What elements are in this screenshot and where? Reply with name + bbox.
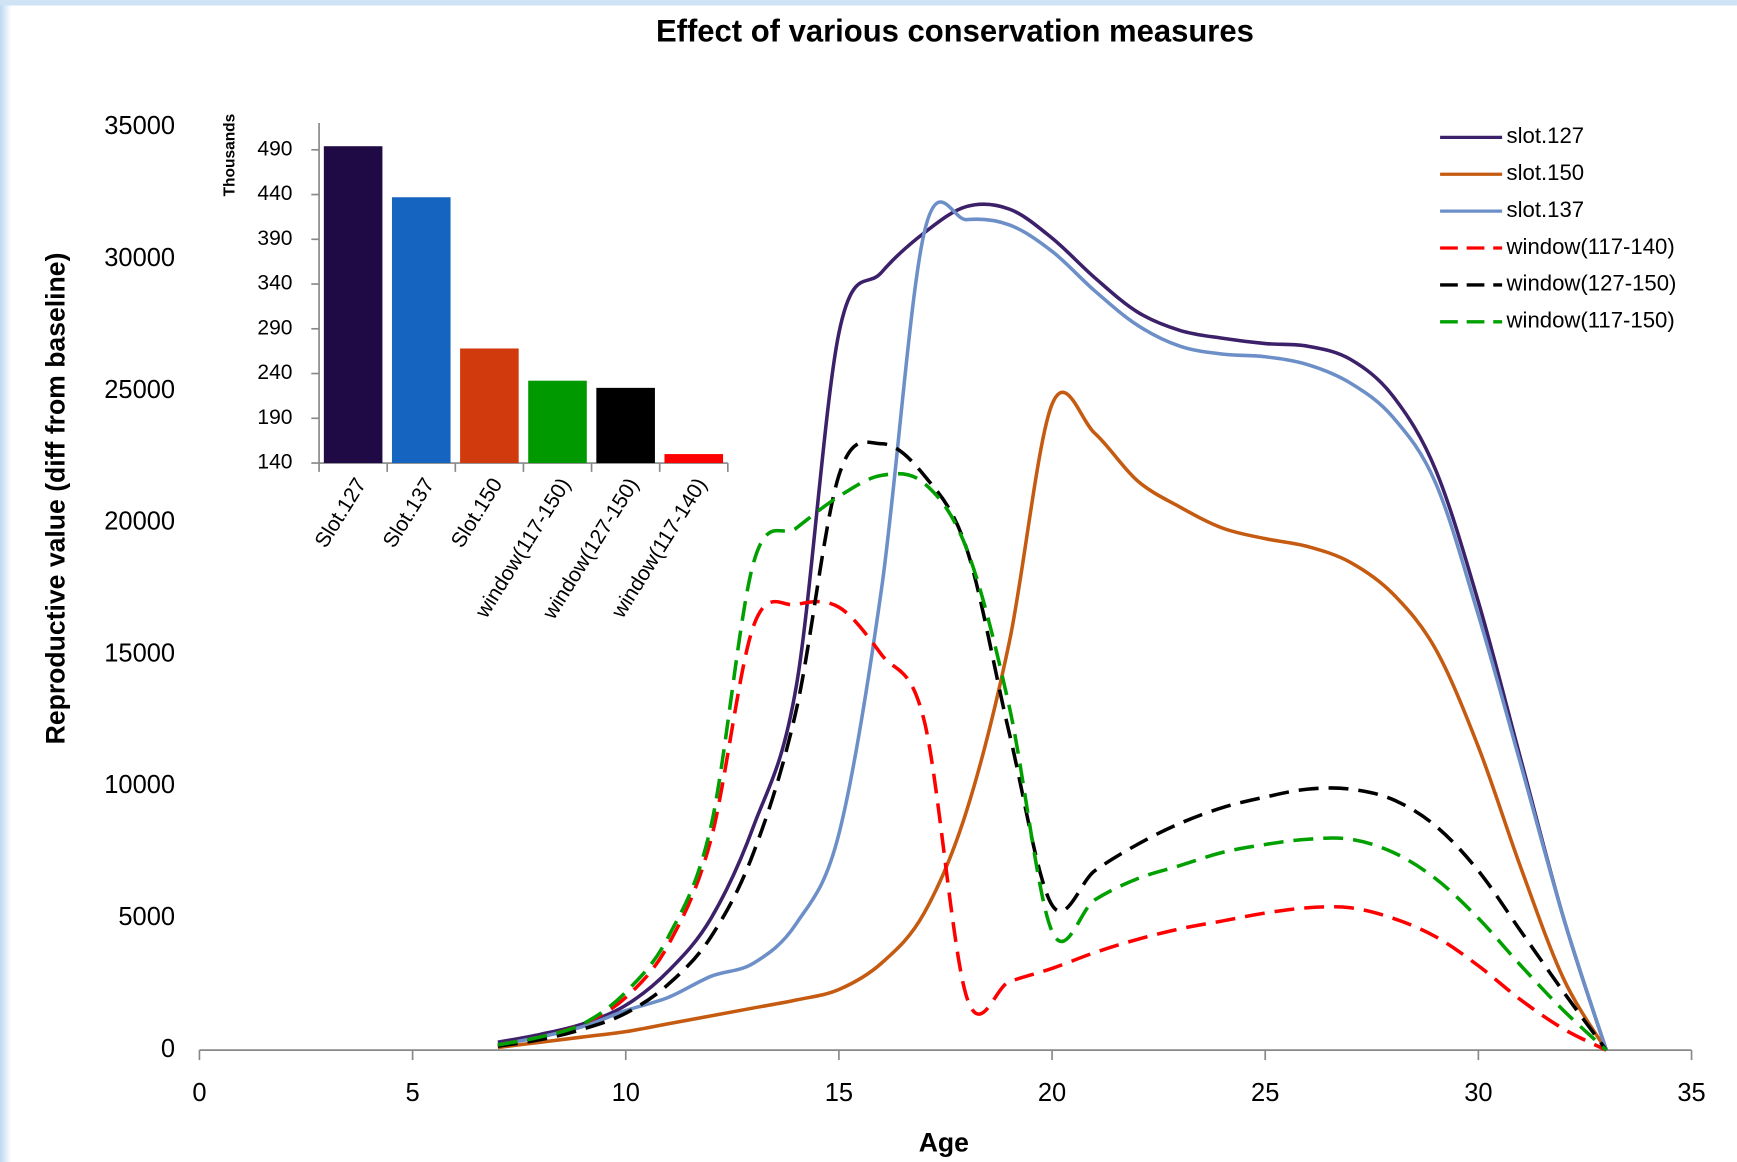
y-axis-label: Reproductive value (diff from baseline) <box>41 253 71 745</box>
x-tick-label: 35 <box>1677 1079 1705 1107</box>
y-tick-label: 190 <box>257 406 292 429</box>
y-tick-label: 140 <box>257 451 292 474</box>
series-line <box>497 202 1608 1051</box>
y-tick-label: 5000 <box>118 903 175 931</box>
x-tick-label: 10 <box>612 1079 640 1107</box>
series-line <box>497 390 1608 1052</box>
bar <box>596 387 655 464</box>
frame-edge <box>0 0 12 1162</box>
x-tick-label: 15 <box>825 1079 853 1107</box>
series-line <box>497 440 1608 1052</box>
y-tick-label: 290 <box>257 316 292 339</box>
series-line <box>497 200 1608 1051</box>
y-tick-label: 25000 <box>104 376 175 404</box>
y-tick-label: 30000 <box>104 244 175 272</box>
legend-label: slot.137 <box>1507 197 1585 222</box>
x-tick-label: 30 <box>1464 1079 1492 1107</box>
x-axis-label: Age <box>919 1127 969 1157</box>
bar <box>664 454 724 464</box>
bar <box>460 348 519 464</box>
bar <box>391 197 451 464</box>
y-tick-label: 10000 <box>104 771 175 799</box>
y-tick-label: 15000 <box>104 639 175 667</box>
legend-label: slot.150 <box>1507 160 1585 185</box>
y-tick-label: 390 <box>257 227 292 250</box>
y-tick-label: 340 <box>257 272 292 295</box>
chart-title: Effect of various conservation measures <box>656 13 1254 48</box>
y-tick-label: 440 <box>257 182 292 205</box>
y-tick-label: 240 <box>257 361 292 384</box>
x-tick-label: 0 <box>192 1079 206 1107</box>
legend-label: window(117-140) <box>1506 234 1675 259</box>
y-tick-label: 20000 <box>104 508 175 536</box>
y-tick-label: 490 <box>257 137 292 160</box>
x-tick-label: 25 <box>1251 1079 1279 1107</box>
x-tick-label: 20 <box>1038 1079 1066 1107</box>
y-tick-label: 0 <box>161 1035 175 1063</box>
bar <box>528 380 587 464</box>
frame-edge <box>0 0 1737 6</box>
series-line <box>497 599 1608 1052</box>
series-line <box>497 471 1608 1052</box>
inset-unit-label: Thousands <box>222 114 239 197</box>
x-tick-label: 5 <box>406 1079 420 1107</box>
y-tick-label: 35000 <box>104 112 175 140</box>
legend-label: slot.127 <box>1507 123 1585 148</box>
bar <box>323 146 383 464</box>
legend-label: window(117-150) <box>1506 308 1675 333</box>
legend-label: window(127-150) <box>1506 271 1677 296</box>
